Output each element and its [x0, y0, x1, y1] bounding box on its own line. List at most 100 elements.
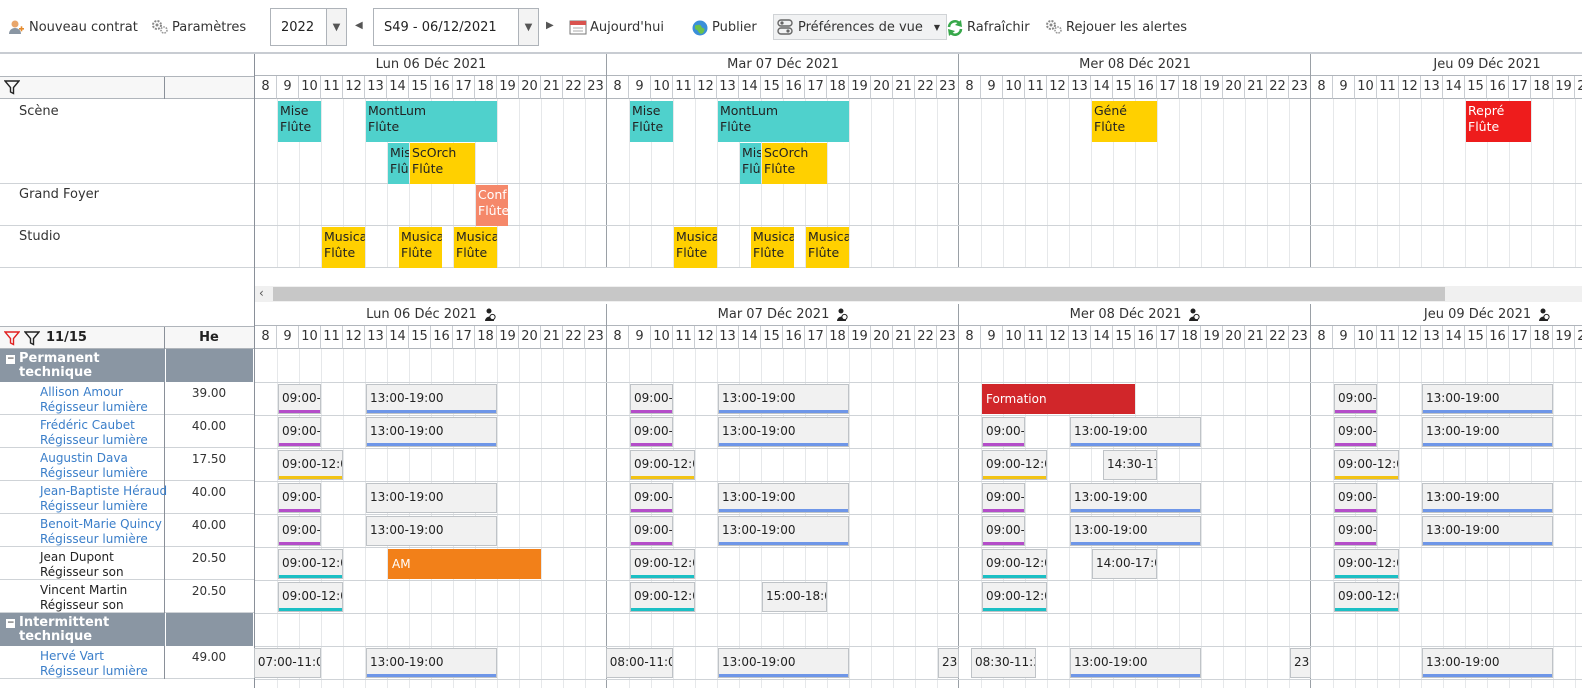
room-event[interactable]: ScOrch Flûte — [410, 143, 475, 184]
absence-block[interactable]: Formation — [982, 384, 1135, 414]
shift-block[interactable]: 09:00-12:00 — [982, 549, 1047, 579]
shift-block[interactable]: 13:00-19:00 — [718, 417, 849, 447]
replay-alerts-button[interactable]: Rejouer les alertes — [1045, 17, 1187, 37]
shift-block[interactable]: 09:00-12:00 — [1334, 582, 1399, 612]
shift-block[interactable]: 09:00-1 — [1334, 516, 1377, 546]
shift-block[interactable]: 09:00-12:00 — [982, 582, 1047, 612]
group-header[interactable]: − Intermittent technique — [0, 613, 253, 646]
room-event[interactable]: Conf Flûte — [476, 185, 508, 226]
shift-block[interactable]: 09:00-12:00 — [278, 450, 343, 480]
shift-block[interactable]: 13:00-19:00 — [366, 417, 497, 447]
shift-block[interactable]: 23: — [1290, 648, 1311, 678]
shift-block[interactable]: 08:00-11:00 — [605, 648, 673, 678]
room-event[interactable]: Mis Flû — [740, 143, 761, 184]
staff-name[interactable]: Hervé Vart Régisseur lumière — [40, 649, 148, 678]
shift-block[interactable]: 09:00-1 — [278, 516, 321, 546]
shift-block[interactable]: 09:00-1 — [278, 417, 321, 447]
shift-block[interactable]: 09:00-12:00 — [278, 549, 343, 579]
room-event[interactable]: Musica Flûte — [399, 227, 442, 268]
shift-block[interactable]: 13:00-19:00 — [1070, 648, 1201, 678]
shift-block[interactable]: 09:00-1 — [1334, 384, 1377, 414]
shift-block[interactable]: 09:00-1 — [1334, 417, 1377, 447]
collapse-icon[interactable]: − — [6, 354, 15, 364]
previous-week-icon[interactable]: ◀ — [355, 20, 363, 31]
active-filter-icon[interactable] — [3, 330, 21, 349]
room-event[interactable]: Musica Flûte — [806, 227, 849, 268]
room-event[interactable]: Géné Flûte — [1092, 101, 1157, 142]
staff-row[interactable]: Jean Dupont Régisseur son 20.50 — [0, 547, 254, 580]
filter-icon[interactable] — [23, 330, 41, 349]
chevron-down-icon[interactable]: ▼ — [326, 9, 346, 45]
shift-block[interactable]: 09:00-1 — [630, 384, 673, 414]
shift-block[interactable]: 23: — [938, 648, 959, 678]
staff-name[interactable]: Frédéric Caubet Régisseur lumière — [40, 418, 148, 447]
shift-block[interactable]: 09:00-1 — [982, 483, 1025, 513]
shift-block[interactable]: 09:00-1 — [1334, 483, 1377, 513]
shift-block[interactable]: 09:00-12:00 — [1334, 450, 1399, 480]
week-select[interactable]: S49 - 06/12/2021 ▼ — [373, 8, 539, 46]
room-event[interactable]: Musica Flûte — [454, 227, 497, 268]
collapse-icon[interactable]: − — [6, 618, 15, 628]
shift-block[interactable]: 13:00-19:00 — [1422, 648, 1553, 678]
staff-name[interactable]: Augustin Dava Régisseur lumière — [40, 451, 148, 480]
refresh-button[interactable]: Rafraîchir — [946, 17, 1030, 37]
year-select[interactable]: 2022 ▼ — [270, 8, 347, 46]
shift-block[interactable]: 09:00-12:00 — [630, 450, 695, 480]
staff-row[interactable]: Hervé Vart Régisseur lumière 49.00 — [0, 646, 254, 679]
new-contract-button[interactable]: Nouveau contrat — [8, 17, 138, 37]
shift-block[interactable]: 09:00-1 — [630, 483, 673, 513]
shift-block[interactable]: 14:00-17:00 — [1092, 549, 1157, 579]
room-event[interactable]: MontLum Flûte — [718, 101, 849, 142]
room-event[interactable]: Mis Flû — [388, 143, 409, 184]
shift-block[interactable]: 09:00-1 — [630, 516, 673, 546]
room-event[interactable]: Musica Flûte — [322, 227, 365, 268]
shift-block[interactable]: 13:00-19:00 — [366, 384, 497, 414]
shift-block[interactable]: 13:00-19:00 — [1070, 417, 1201, 447]
staff-name[interactable]: Allison Amour Régisseur lumière — [40, 385, 148, 414]
shift-block[interactable]: 13:00-19:00 — [1070, 516, 1201, 546]
staff-name[interactable]: Jean-Baptiste Héraud Régisseur lumière — [40, 484, 168, 513]
publish-button[interactable]: Publier — [691, 17, 757, 37]
shift-block[interactable]: 09:00-12:00 — [278, 582, 343, 612]
staff-row[interactable]: Jean-Baptiste Héraud Régisseur lumière 40.… — [0, 481, 254, 514]
staff-name[interactable]: Benoit-Marie Quincy Régisseur lumière — [40, 517, 162, 546]
absence-block[interactable]: AM — [388, 549, 541, 579]
scrollbar-thumb[interactable] — [273, 287, 1445, 301]
filter-icon[interactable] — [3, 79, 21, 98]
shift-block[interactable]: 13:00-19:00 — [718, 483, 849, 513]
shift-block[interactable]: 09:00-1 — [278, 384, 321, 414]
room-event[interactable]: Mise Flûte — [278, 101, 321, 142]
shift-block[interactable]: 13:00-19:00 — [366, 648, 497, 678]
shift-block[interactable]: 09:00-12:00 — [1334, 549, 1399, 579]
view-preferences-button[interactable]: Préférences de vue ▼ — [773, 14, 948, 40]
shift-block[interactable]: 15:00-18:00 — [762, 582, 827, 612]
shift-block[interactable]: 09:00-1 — [982, 417, 1025, 447]
settings-button[interactable]: Paramètres — [151, 17, 246, 37]
shift-block[interactable]: 13:00-19:00 — [1422, 417, 1553, 447]
shift-block[interactable]: 08:30-11:30 — [971, 648, 1036, 678]
next-week-icon[interactable]: ▶ — [546, 20, 554, 31]
shift-block[interactable]: 13:00-19:00 — [718, 516, 849, 546]
scroll-left-icon[interactable]: ‹ — [259, 286, 264, 300]
room-event[interactable]: Mise Flûte — [630, 101, 673, 142]
staff-row[interactable]: Vincent Martin Régisseur son 20.50 — [0, 580, 254, 613]
person-badge-icon[interactable] — [1537, 308, 1550, 322]
room-event[interactable]: Repré Flûte — [1466, 101, 1531, 142]
today-button[interactable]: Aujourd'hui — [569, 17, 664, 37]
shift-block[interactable]: 14:30-17: — [1103, 450, 1157, 480]
shift-block[interactable]: 09:00-12:00 — [630, 582, 695, 612]
room-event[interactable]: ScOrch Flûte — [762, 143, 827, 184]
shift-block[interactable]: 13:00-19:00 — [1070, 483, 1201, 513]
person-badge-icon[interactable] — [483, 308, 496, 322]
shift-block[interactable]: 07:00-11:00 — [253, 648, 321, 678]
group-header[interactable]: − Permanent technique — [0, 349, 253, 382]
person-badge-icon[interactable] — [1187, 308, 1200, 322]
shift-block[interactable]: 09:00-1 — [630, 417, 673, 447]
shift-block[interactable]: 09:00-12:00 — [982, 450, 1047, 480]
shift-block[interactable]: 13:00-19:00 — [366, 516, 497, 546]
room-event[interactable]: Musica Flûte — [751, 227, 794, 268]
shift-block[interactable]: 13:00-19:00 — [718, 648, 849, 678]
room-event[interactable]: MontLum Flûte — [366, 101, 497, 142]
staff-row[interactable]: Allison Amour Régisseur lumière 39.00 — [0, 382, 254, 415]
shift-block[interactable]: 13:00-19:00 — [1422, 384, 1553, 414]
